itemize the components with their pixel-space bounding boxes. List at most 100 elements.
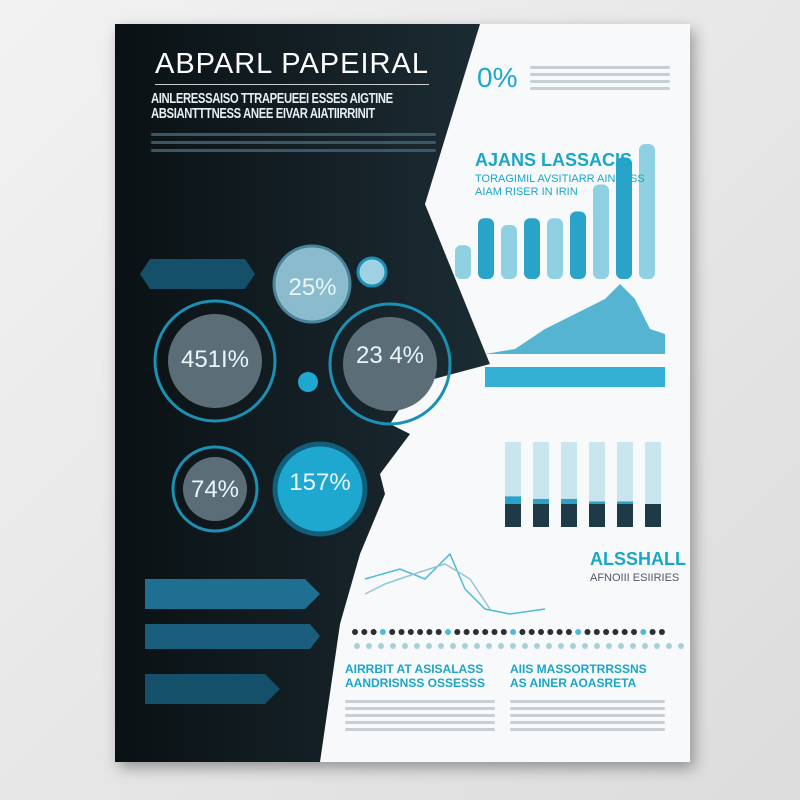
dot xyxy=(631,629,637,635)
dot xyxy=(570,643,576,649)
dot xyxy=(510,629,517,635)
dot xyxy=(593,629,600,635)
side-subheading: AFNOIII ESIIRIES xyxy=(590,572,680,584)
dot xyxy=(630,643,636,649)
dot xyxy=(450,643,456,649)
dot xyxy=(414,643,420,649)
dot xyxy=(603,629,610,635)
stat-3: 23 4% xyxy=(355,342,425,369)
dot xyxy=(594,643,600,649)
dot xyxy=(426,629,433,635)
bottom-right-heading: AIIS MASSORTRRSSNS AS AINER AOASRETA xyxy=(510,662,647,690)
dot xyxy=(486,643,492,649)
poster-title: ABPARL PAPEIRAL xyxy=(155,48,429,85)
dot xyxy=(584,629,591,635)
dot xyxy=(389,629,396,635)
dot xyxy=(445,629,451,635)
bar-base xyxy=(533,504,549,527)
side-heading: ALSSHALL xyxy=(590,549,686,569)
bar xyxy=(593,184,609,279)
dot xyxy=(556,629,563,635)
dot xyxy=(435,629,442,635)
dot xyxy=(575,629,582,635)
dot xyxy=(417,629,424,635)
bar xyxy=(455,245,471,279)
dark-background xyxy=(115,24,684,762)
dot xyxy=(522,643,528,649)
dot xyxy=(649,629,656,635)
dot xyxy=(654,643,660,649)
dot xyxy=(678,643,684,649)
dot xyxy=(491,629,498,635)
dot xyxy=(390,643,396,649)
poster-subtitle: AINLERESSAISO TTRAPEUEEI ESSES AIGTINE A… xyxy=(151,92,393,122)
dot xyxy=(538,629,544,635)
dot xyxy=(462,643,468,649)
dot xyxy=(510,643,516,649)
dot xyxy=(500,629,507,635)
dot xyxy=(547,629,554,635)
dot xyxy=(398,629,405,635)
dot xyxy=(361,629,368,635)
dot xyxy=(474,643,480,649)
dot xyxy=(565,629,572,635)
bar xyxy=(524,218,540,279)
dot xyxy=(438,643,444,649)
bottom-right-text xyxy=(510,696,665,735)
dot xyxy=(370,629,377,635)
bar xyxy=(570,211,586,279)
bar-base xyxy=(589,504,605,527)
bar xyxy=(478,218,494,279)
dot xyxy=(472,629,479,635)
bar-base xyxy=(561,504,577,527)
dot xyxy=(498,643,504,649)
subtitle-line-1: AINLERESSAISO TTRAPEUEEI ESSES AIGTINE xyxy=(151,91,393,107)
dot xyxy=(426,643,432,649)
dot xyxy=(546,643,552,649)
bar-base xyxy=(617,504,633,527)
dot xyxy=(534,643,540,649)
dot xyxy=(407,629,414,635)
stat-5: 157% xyxy=(289,469,351,496)
bar xyxy=(639,144,655,279)
dot xyxy=(354,643,360,649)
bottom-left-text xyxy=(345,696,495,735)
subtitle-line-2: ABSIANTTTNESS ANEE EIVAR AIATIIRRINIT xyxy=(151,106,375,122)
intro-text xyxy=(151,128,436,157)
bar xyxy=(501,225,517,279)
dot xyxy=(519,629,526,635)
dot xyxy=(454,629,461,635)
bar xyxy=(547,218,563,279)
dot xyxy=(463,629,470,635)
stat-2: 451I% xyxy=(180,346,250,373)
dot xyxy=(482,629,489,635)
dot xyxy=(366,643,372,649)
dot xyxy=(528,629,535,635)
dot xyxy=(379,629,386,635)
top-right-stat: 0% xyxy=(477,62,518,93)
dot xyxy=(621,629,628,635)
bottom-left-heading: AIRRBIT AT ASISALASS AANDRISNSS OSSESSS xyxy=(345,662,486,690)
dot xyxy=(402,643,408,649)
top-right-text xyxy=(530,62,670,94)
dot xyxy=(642,643,648,649)
dot xyxy=(606,643,612,649)
mid-bar-chart xyxy=(505,442,661,527)
dot xyxy=(352,629,358,635)
dot xyxy=(558,643,564,649)
stat-4: 74% xyxy=(190,476,240,503)
stat-1: 25% xyxy=(288,274,337,301)
section-heading: AJANS LASSACIS xyxy=(475,150,633,170)
bar xyxy=(616,157,632,279)
bar-base xyxy=(645,504,661,527)
dot xyxy=(582,643,588,649)
dot xyxy=(378,643,384,649)
dot xyxy=(640,629,647,635)
dot xyxy=(618,643,624,649)
section-subheading: TORAGIMIL AVSITIARR AINESSS AIAM RISER IN… xyxy=(475,173,645,198)
dot xyxy=(666,643,672,649)
dot xyxy=(612,629,619,635)
dot xyxy=(658,629,665,635)
bar-chart xyxy=(455,144,655,279)
infographic-poster: ABPARL PAPEIRAL AINLERESSAISO TTRAPEUEEI… xyxy=(115,24,690,762)
